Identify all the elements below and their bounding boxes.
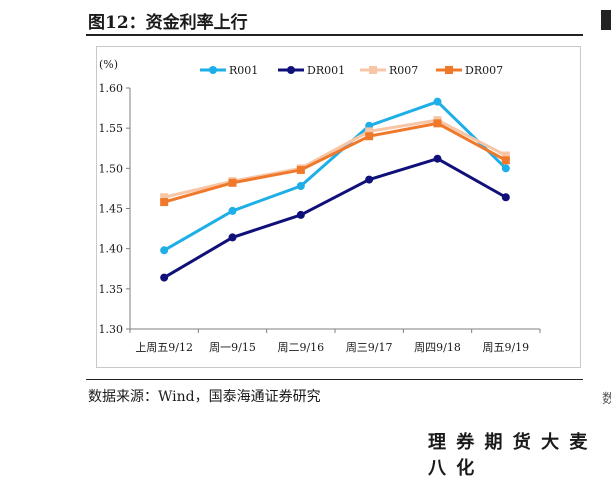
- y-tick-label: 1.30: [99, 323, 124, 336]
- x-tick-label: 周五9/19: [482, 341, 529, 354]
- legend-label-r001: R001: [229, 64, 258, 77]
- legend-marker-r001: [209, 66, 217, 74]
- y-tick-label: 1.50: [99, 162, 124, 175]
- x-tick-label: 周一9/15: [209, 341, 256, 354]
- line-chart: 1.30 1.35 1.40 1.45 1.50 1.55 1.60 (%) 上周五9/12 周一…: [99, 58, 541, 354]
- data-point-r007: [365, 127, 374, 136]
- y-tick-label: 1.55: [99, 122, 124, 135]
- legend-marker-r007: [369, 66, 377, 74]
- data-point-dr001: [365, 175, 374, 184]
- y-axis-unit: (%): [99, 58, 118, 71]
- legend-label-dr007: DR007: [465, 64, 503, 77]
- data-point-r001: [160, 246, 169, 255]
- adjacent-figure-edge: [601, 10, 611, 30]
- x-tick-label: 周四9/18: [414, 341, 461, 354]
- data-point-dr007: [365, 132, 374, 141]
- y-tick-label: 1.60: [99, 82, 124, 95]
- adjacent-text-fragment: 数: [602, 392, 611, 407]
- footer-watermark: 理 券 期 货 大 麦 八 化: [428, 432, 590, 479]
- series-line-dr007: [163, 121, 507, 204]
- data-point-dr007: [296, 165, 305, 174]
- title-rule: [86, 34, 583, 36]
- data-point-dr001: [296, 210, 305, 219]
- x-tick-label: 周二9/16: [277, 341, 324, 354]
- source-rule: [86, 379, 583, 380]
- series-line-r007: [163, 118, 507, 199]
- x-tick-label: 周三9/17: [346, 341, 393, 354]
- source-note: 数据来源：Wind，国泰海通证券研究: [88, 389, 321, 405]
- data-point-dr007: [433, 119, 442, 128]
- data-point-r001: [296, 182, 305, 191]
- data-point-dr007: [160, 198, 169, 207]
- legend-marker-dr001: [287, 66, 295, 74]
- data-point-dr001: [433, 154, 442, 163]
- y-tick-label: 1.45: [99, 203, 124, 216]
- data-point-dr001: [501, 193, 510, 202]
- legend-label-r007: R007: [389, 64, 418, 77]
- x-tick-label: 上周五9/12: [135, 341, 193, 354]
- figure-title: 图12：资金利率上行: [88, 13, 248, 33]
- data-point-r001: [501, 164, 510, 173]
- data-point-r007: [160, 193, 169, 202]
- data-point-dr001: [228, 233, 237, 242]
- legend-marker-dr007: [445, 66, 453, 74]
- data-point-dr007: [228, 178, 237, 187]
- chart-frame: [96, 46, 581, 368]
- series-line-dr001: [163, 157, 507, 279]
- y-tick-label: 1.35: [99, 283, 124, 296]
- data-point-r001: [228, 206, 237, 215]
- data-point-r007: [501, 151, 510, 160]
- series-line-r001: [163, 100, 507, 252]
- y-tick-label: 1.40: [99, 243, 124, 256]
- data-point-dr007: [501, 156, 510, 165]
- data-point-dr001: [160, 273, 169, 282]
- data-point-r001: [433, 97, 442, 106]
- legend-label-dr001: DR001: [307, 64, 345, 77]
